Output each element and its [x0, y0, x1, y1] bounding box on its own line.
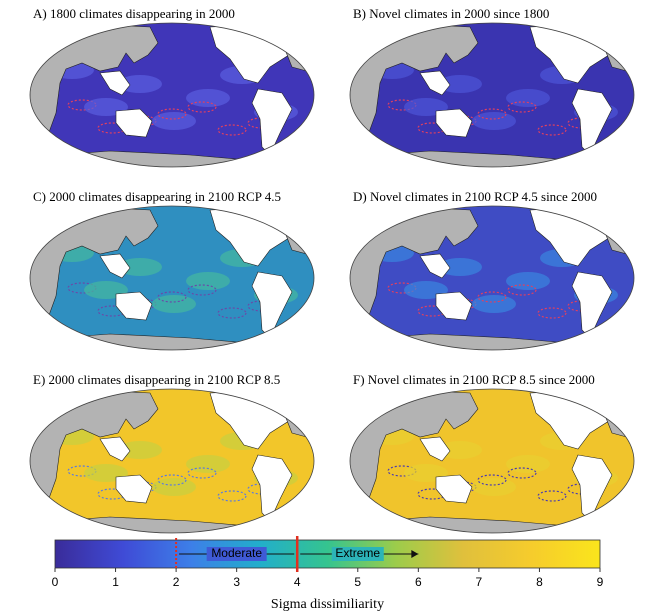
- map: [30, 23, 314, 167]
- map-outline: [349, 205, 635, 351]
- tick-label: 7: [476, 575, 483, 589]
- tick-label: 0: [52, 575, 59, 589]
- moderate-label: Moderate: [211, 546, 262, 560]
- tick-label: 4: [294, 575, 301, 589]
- ocean-pattern: [506, 89, 550, 107]
- panel-title: D) Novel climates in 2100 RCP 4.5 since …: [353, 189, 597, 204]
- panel-title: E) 2000 climates disappearing in 2100 RC…: [33, 372, 280, 387]
- panel-title: C) 2000 climates disappearing in 2100 RC…: [33, 189, 281, 204]
- tick-label: 1: [112, 575, 119, 589]
- panel-title: A) 1800 climates disappearing in 2000: [33, 6, 235, 21]
- ocean-pattern: [472, 112, 516, 130]
- tick-label: 2: [173, 575, 180, 589]
- contour: [157, 291, 187, 303]
- contour: [537, 307, 567, 319]
- contour: [477, 474, 507, 486]
- ocean-pattern: [472, 295, 516, 313]
- arrow-head: [411, 550, 419, 558]
- tick-label: 3: [233, 575, 240, 589]
- extreme-bg: [331, 547, 384, 561]
- ocean-pattern: [472, 478, 516, 496]
- ocean-pattern: [118, 258, 162, 276]
- contour: [187, 284, 217, 296]
- contour: [537, 124, 567, 136]
- tick-label: 9: [597, 575, 604, 589]
- map-outline: [29, 205, 315, 351]
- map: [350, 206, 634, 350]
- tick-label: 5: [354, 575, 361, 589]
- ocean-pattern: [118, 75, 162, 93]
- contour: [507, 467, 537, 479]
- contour: [217, 124, 247, 136]
- contour: [157, 108, 187, 120]
- ocean-pattern: [438, 75, 482, 93]
- ocean-pattern: [186, 272, 230, 290]
- ocean-pattern: [186, 455, 230, 473]
- map-outline: [29, 388, 315, 534]
- tick-label: 8: [536, 575, 543, 589]
- contour: [217, 490, 247, 502]
- ocean-pattern: [118, 441, 162, 459]
- panels: A) 1800 climates disappearing in 2000 B) …: [29, 6, 635, 534]
- ocean-pattern: [506, 455, 550, 473]
- contour: [507, 284, 537, 296]
- colorbar-label: Sigma dissimiliarity: [271, 597, 384, 612]
- contour: [477, 108, 507, 120]
- map: [350, 23, 634, 167]
- map: [350, 389, 634, 533]
- extreme-label: Extreme: [335, 546, 380, 560]
- map-outline: [29, 22, 315, 168]
- colorbar: 0 1 2 3 4 5 6 7 8 9 Moderate Extreme Sigma dissimili…: [52, 536, 604, 612]
- ocean-pattern: [152, 478, 196, 496]
- contour: [217, 307, 247, 319]
- moderate-bg: [206, 547, 267, 561]
- ocean-pattern: [506, 272, 550, 290]
- contour: [187, 467, 217, 479]
- map: [30, 206, 314, 350]
- contour: [507, 101, 537, 113]
- map-outline: [349, 388, 635, 534]
- contour: [477, 291, 507, 303]
- map: [30, 389, 314, 533]
- panel-title: B) Novel climates in 2000 since 1800: [353, 6, 549, 21]
- contour: [537, 490, 567, 502]
- ocean-pattern: [438, 258, 482, 276]
- contour: [187, 101, 217, 113]
- ocean-pattern: [438, 441, 482, 459]
- ocean-pattern: [152, 112, 196, 130]
- tick-label: 6: [415, 575, 422, 589]
- contour: [157, 474, 187, 486]
- map-outline: [349, 22, 635, 168]
- ocean-pattern: [152, 295, 196, 313]
- panel-title: F) Novel climates in 2100 RCP 8.5 since …: [353, 372, 595, 387]
- ocean-pattern: [186, 89, 230, 107]
